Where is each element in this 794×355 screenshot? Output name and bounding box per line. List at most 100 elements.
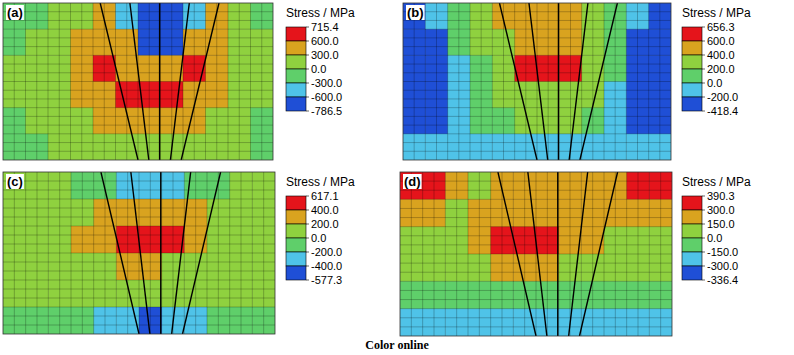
mesh-line: [403, 11, 671, 12]
cell: [3, 280, 26, 308]
mesh-line: [3, 151, 273, 152]
colorbar-box: [682, 196, 702, 210]
cell: [93, 3, 116, 30]
mesh-line: [3, 90, 273, 91]
cell: [71, 108, 94, 135]
mesh-line: [400, 299, 672, 300]
colorbar-box: [682, 41, 702, 55]
colorbar-title: Stress / MPa: [286, 6, 355, 20]
colorbar-tick: [306, 210, 309, 211]
colorbar-tick-label: -200.0: [311, 246, 342, 258]
mesh-line: [403, 151, 671, 152]
cell: [3, 134, 26, 160]
cell: [48, 134, 71, 160]
mesh-line: [3, 253, 275, 254]
cell: [468, 227, 491, 255]
colorbar-tick: [306, 97, 309, 98]
mesh-line: [403, 90, 671, 91]
weld-boundary: [159, 3, 160, 160]
colorbar-tick: [306, 83, 309, 84]
cell: [26, 172, 49, 200]
panel: (b): [403, 3, 672, 161]
mesh-line: [3, 116, 273, 117]
panel-letter: (d): [404, 174, 421, 189]
cell: [604, 172, 627, 200]
cell: [627, 309, 650, 336]
cell: [139, 280, 162, 308]
colorbar-title: Stress / MPa: [682, 6, 751, 20]
colorbar-box: [682, 238, 702, 252]
cell: [71, 134, 94, 160]
cell: [468, 281, 491, 309]
mesh-line: [400, 317, 672, 318]
cell: [94, 307, 117, 334]
mesh-line: [400, 181, 672, 182]
cell: [536, 281, 559, 309]
colorbar: Stress / MPa715.4600.0300.00.0-300.0-600…: [286, 6, 355, 117]
colorbar-box: [682, 266, 702, 280]
cell: [470, 29, 493, 56]
frame: [400, 172, 672, 336]
colorbar-tick: [306, 238, 309, 239]
mesh-line: [3, 289, 275, 290]
cell: [138, 108, 161, 135]
colorbar-box: [286, 266, 306, 280]
colorbar-tick-label: 600.0: [707, 35, 735, 47]
mesh-line: [403, 20, 671, 21]
cell: [513, 254, 536, 282]
cell: [161, 29, 184, 56]
cell: [448, 3, 471, 30]
cell: [400, 172, 423, 200]
mesh-line: [403, 116, 671, 117]
weld-boundary: [183, 172, 221, 334]
mesh-line: [3, 307, 275, 308]
cell: [537, 55, 560, 82]
cell: [559, 199, 582, 227]
cell: [515, 3, 538, 30]
cell: [48, 199, 71, 227]
colorbar-tick-label: 0.0: [311, 63, 326, 75]
cell: [26, 253, 49, 281]
cell: [627, 199, 650, 227]
cell: [626, 82, 649, 109]
cell: [3, 82, 26, 109]
colorbar-tick: [306, 252, 309, 253]
colorbar-tick-label: 200.0: [311, 218, 339, 230]
mesh-line: [400, 226, 672, 227]
cell: [71, 55, 94, 82]
panel-letter-group: (c): [6, 174, 24, 189]
cell: [3, 3, 26, 30]
panel: (d): [400, 172, 673, 337]
cell: [423, 309, 446, 336]
cell: [468, 254, 491, 282]
mesh-line: [403, 37, 671, 38]
colorbar: Stress / MPa617.1400.0200.00.0-200.0-400…: [286, 175, 355, 286]
cell: [445, 199, 468, 227]
cell: [116, 3, 139, 30]
mesh-line: [3, 199, 275, 200]
cell: [492, 55, 515, 82]
mesh-line: [3, 262, 275, 263]
cell: [48, 108, 71, 135]
cell: [425, 55, 448, 82]
colorbar-tick: [702, 280, 705, 281]
colorbar-tick-label: 0.0: [707, 232, 722, 244]
cell: [425, 108, 448, 135]
cell: [470, 134, 493, 160]
weld-boundary: [557, 172, 558, 336]
mesh-line: [3, 98, 273, 99]
cell: [582, 108, 605, 135]
colorbar-tick-label: 0.0: [707, 77, 722, 89]
cell: [48, 55, 71, 82]
cell: [470, 55, 493, 82]
mesh-line: [3, 29, 273, 30]
cell: [400, 309, 423, 336]
colorbar-box: [286, 196, 306, 210]
colorbar-tick-label: 150.0: [707, 218, 735, 230]
cell: [400, 199, 423, 227]
colorbar-box: [682, 224, 702, 238]
colorbar-box: [682, 27, 702, 41]
colorbar-tick-label: 656.3: [707, 21, 735, 33]
cell: [626, 29, 649, 56]
weld-boundary: [160, 172, 161, 334]
